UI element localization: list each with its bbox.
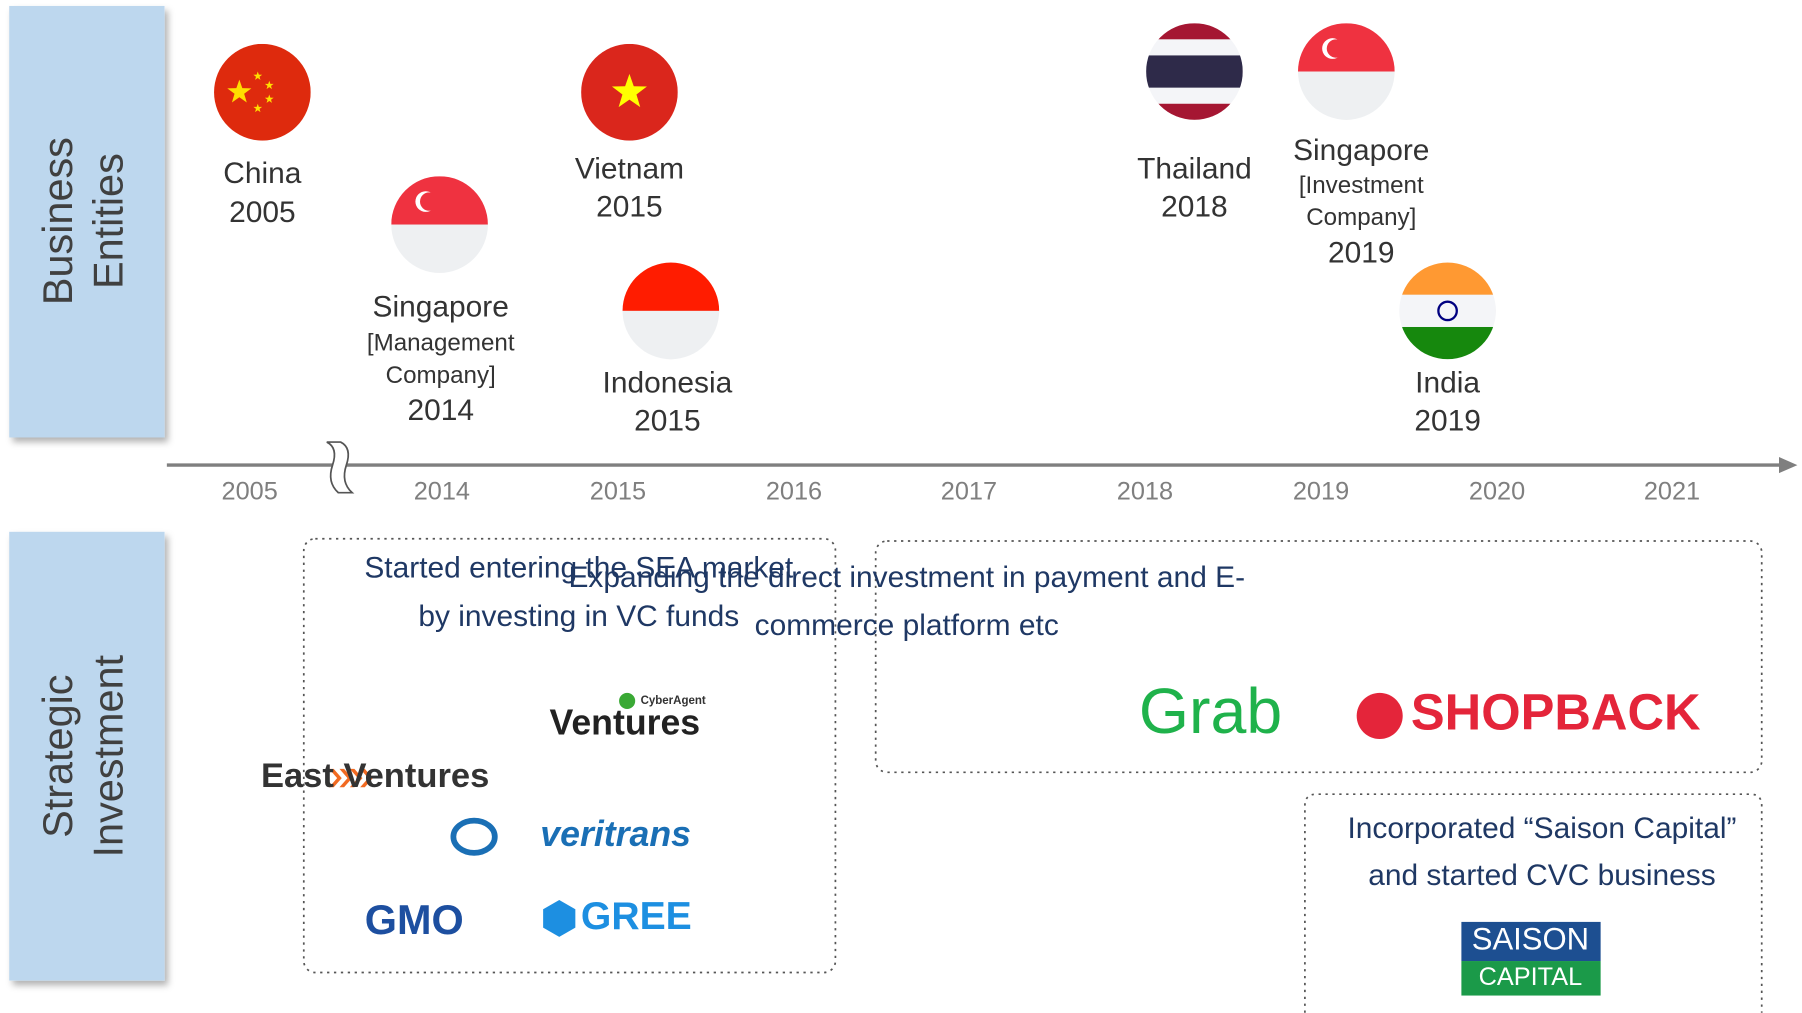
entity-name: China xyxy=(223,157,302,190)
side-label: Strategic Investment xyxy=(35,654,132,857)
flag-star xyxy=(253,71,263,80)
flag-band xyxy=(1399,262,1496,295)
side-label-line: Investment xyxy=(86,654,132,857)
axis-break xyxy=(326,441,355,494)
investment-text: and started CVC business xyxy=(1368,859,1715,892)
logo-text: SHOPBACK xyxy=(1411,683,1701,740)
flag-star xyxy=(227,79,252,103)
logo-text: GREE xyxy=(581,895,692,938)
entity-name: Indonesia xyxy=(603,366,733,399)
entity-name: Vietnam xyxy=(575,152,684,185)
investment-box xyxy=(1304,793,1763,1013)
axis-label: 2020 xyxy=(1469,477,1525,505)
entity-name: Singapore xyxy=(1293,134,1429,167)
entity-year: 2018 xyxy=(1161,190,1228,223)
flag xyxy=(581,43,678,141)
axis-label: 2016 xyxy=(766,477,822,505)
side-label-line: Entities xyxy=(86,153,132,289)
logo-text: East Ventures xyxy=(261,757,489,795)
flag-star xyxy=(264,94,274,103)
side-label: Business Entities xyxy=(35,137,132,305)
flag-moon xyxy=(1326,39,1346,58)
entity-year: 2015 xyxy=(596,190,663,223)
flag-star xyxy=(611,73,647,108)
flag-moon xyxy=(420,192,439,211)
flag-band xyxy=(1399,326,1496,360)
logo-text: CyberAgent xyxy=(641,695,706,707)
gree-icon xyxy=(543,900,576,937)
veritrans-icon xyxy=(450,817,498,856)
entity-name: Thailand xyxy=(1137,152,1252,185)
logo-text: veritrans xyxy=(540,814,691,854)
flag-band xyxy=(391,176,488,225)
entity-year: 2019 xyxy=(1414,404,1481,437)
flag xyxy=(1146,23,1243,120)
entity-year: 2005 xyxy=(229,196,296,229)
entity-detail: [Investment xyxy=(1299,172,1424,199)
investment-text: Incorporated “Saison Capital” xyxy=(1347,812,1736,845)
flag xyxy=(1399,262,1496,360)
entity-year: 2015 xyxy=(634,404,701,437)
investment-text: commerce platform etc xyxy=(755,609,1059,642)
cyberagent-icon xyxy=(619,692,636,710)
logo-text: CAPITAL xyxy=(1479,963,1583,991)
logo-text: GMO xyxy=(365,897,464,943)
flag-band xyxy=(1146,55,1243,88)
investment-text: Started entering the SEA market xyxy=(364,552,794,585)
entity-name: Singapore xyxy=(373,290,509,323)
entity-detail: [Management xyxy=(367,330,515,357)
investment-text: by investing in VC funds xyxy=(418,600,739,633)
entity-year: 2014 xyxy=(407,394,474,427)
side-panel xyxy=(9,531,165,981)
flag xyxy=(391,176,488,273)
axis-label: 2017 xyxy=(941,477,997,505)
flag-band xyxy=(1297,71,1395,120)
entity-name: India xyxy=(1415,366,1480,399)
side-label-line: Business xyxy=(35,137,81,305)
flag-band xyxy=(1297,23,1395,72)
axis-label: 2018 xyxy=(1117,477,1173,505)
flag-band xyxy=(391,224,488,273)
flag xyxy=(1297,23,1395,120)
entity-detail: Company] xyxy=(1306,204,1416,231)
arrows-icon xyxy=(329,768,373,788)
axis-label: 2014 xyxy=(414,477,470,505)
entity-year: 2019 xyxy=(1328,236,1395,269)
logo-text: Grab xyxy=(1139,675,1282,747)
axis-label: 2005 xyxy=(222,477,278,505)
flag xyxy=(214,43,311,141)
investment-box xyxy=(874,540,1763,774)
investment-box xyxy=(302,537,837,974)
saison-top xyxy=(1461,921,1601,962)
axis-arrow xyxy=(1778,457,1798,474)
flag-band xyxy=(622,310,720,360)
side-panel xyxy=(9,5,165,438)
flag-band xyxy=(1399,294,1496,327)
axis-label: 2019 xyxy=(1293,477,1349,505)
entity-detail: Company] xyxy=(386,362,496,389)
flag-band xyxy=(622,262,720,311)
flag-star xyxy=(264,80,274,90)
saison-bottom xyxy=(1461,961,1601,996)
axis-label: 2015 xyxy=(590,477,646,505)
investment-text: Expanding the direct investment in payme… xyxy=(568,561,1245,594)
flag-band xyxy=(214,43,311,141)
flag xyxy=(622,262,720,360)
side-label-line: Strategic xyxy=(35,674,81,837)
axis-label: 2021 xyxy=(1644,477,1700,505)
logo-text: Ventures xyxy=(550,703,701,743)
logo-text: SAISON xyxy=(1472,922,1589,957)
flag-star xyxy=(253,103,263,113)
shopback-icon xyxy=(1356,692,1403,739)
flag-wheel xyxy=(1437,300,1458,322)
